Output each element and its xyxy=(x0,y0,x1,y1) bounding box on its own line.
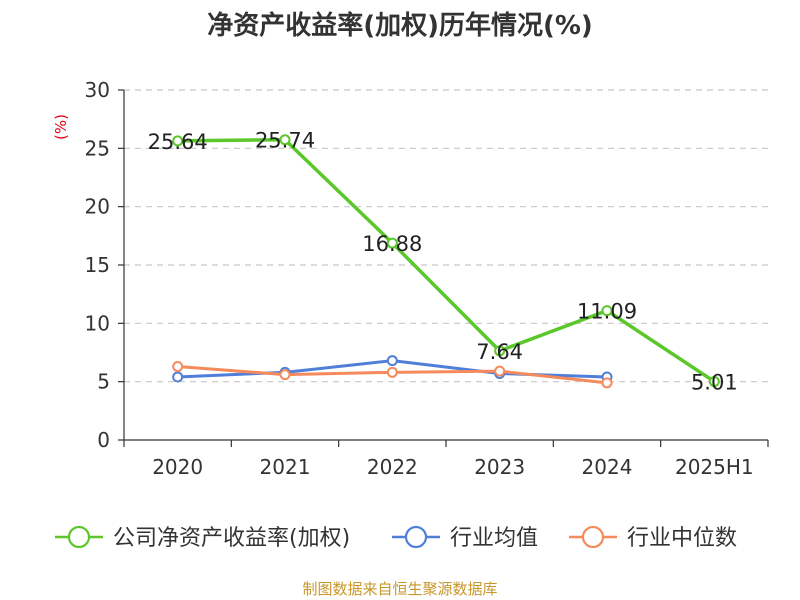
grid-lines xyxy=(124,89,768,383)
series-layer xyxy=(172,134,720,389)
x-tick-label: 2025H1 xyxy=(675,455,754,479)
data-point xyxy=(386,237,398,249)
data-point xyxy=(279,134,291,146)
axes: 0 5 10 15 20 25 30 2020 2021 2022 2023 2024 2025H1 xyxy=(85,78,769,479)
x-tick-label: 2020 xyxy=(152,455,203,479)
legend: 公司净资产收益率(加权) 行业均值 行业中位数 xyxy=(55,525,737,551)
x-tick-label: 2021 xyxy=(260,455,311,479)
y-tick-label: 25 xyxy=(85,136,110,160)
data-point xyxy=(494,365,506,377)
data-point xyxy=(386,355,398,367)
x-tick-label: 2024 xyxy=(582,455,633,479)
legend-label-1: 行业均值 xyxy=(450,526,538,551)
legend-swatch-marker xyxy=(581,525,605,549)
x-tick-label: 2023 xyxy=(474,455,525,479)
y-tick-label: 5 xyxy=(97,370,110,394)
data-point xyxy=(386,366,398,378)
data-point xyxy=(172,135,184,147)
y-tick-label: 10 xyxy=(85,311,110,335)
data-label: 7.64 xyxy=(476,340,523,364)
data-labels: 25.64 25.74 16.88 7.64 11.09 5.01 xyxy=(148,129,738,395)
legend-label-0: 公司净资产收益率(加权) xyxy=(113,526,350,551)
data-point xyxy=(172,361,184,372)
data-point xyxy=(279,369,291,381)
y-tick-label: 0 xyxy=(97,428,110,452)
series-line-0 xyxy=(177,137,716,384)
x-tick-label: 2022 xyxy=(367,455,418,479)
y-axis-unit-label: (%) xyxy=(52,114,70,140)
data-point xyxy=(601,305,613,317)
data-label: 25.64 xyxy=(148,130,208,154)
y-tick-label: 15 xyxy=(85,253,110,277)
legend-swatch-marker xyxy=(67,525,91,549)
chart-title: 净资产收益率(加权)历年情况(%) xyxy=(207,10,593,41)
data-point xyxy=(708,376,720,388)
data-point xyxy=(172,371,184,383)
legend-label-2: 行业中位数 xyxy=(627,526,737,551)
data-label: 25.74 xyxy=(255,129,315,153)
data-point xyxy=(601,377,613,389)
data-label: 16.88 xyxy=(362,232,422,256)
legend-swatch-marker xyxy=(404,525,428,549)
y-tick-label: 30 xyxy=(85,78,110,102)
source-note: 制图数据来自恒生聚源数据库 xyxy=(302,580,497,598)
data-label: 5.01 xyxy=(691,371,738,395)
data-point xyxy=(494,345,506,357)
y-tick-label: 20 xyxy=(85,195,110,219)
data-label: 11.09 xyxy=(577,300,637,324)
